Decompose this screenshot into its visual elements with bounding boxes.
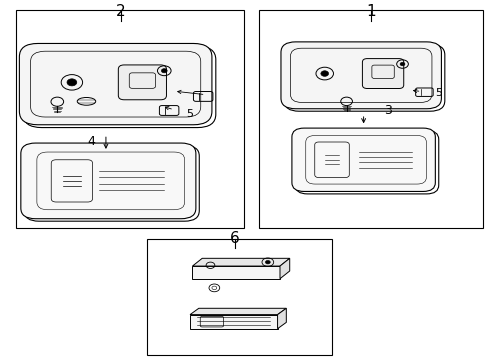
Text: 4: 4: [87, 135, 95, 148]
FancyBboxPatch shape: [21, 143, 196, 219]
Circle shape: [161, 69, 167, 73]
Circle shape: [67, 79, 77, 86]
Text: 5: 5: [186, 109, 193, 119]
Polygon shape: [192, 266, 280, 279]
Polygon shape: [190, 315, 277, 329]
Text: 6: 6: [229, 231, 239, 246]
Polygon shape: [280, 258, 289, 279]
Circle shape: [399, 62, 404, 66]
Bar: [16, 10, 244, 228]
FancyBboxPatch shape: [281, 42, 441, 109]
Polygon shape: [190, 308, 286, 315]
Circle shape: [320, 71, 328, 76]
FancyBboxPatch shape: [291, 128, 434, 192]
Circle shape: [265, 260, 270, 264]
Bar: [259, 10, 482, 228]
Polygon shape: [277, 308, 286, 329]
Text: 3: 3: [383, 104, 391, 117]
Text: 5: 5: [434, 88, 441, 98]
FancyBboxPatch shape: [118, 65, 166, 100]
FancyBboxPatch shape: [362, 59, 403, 89]
Text: 2: 2: [116, 4, 125, 19]
Text: 1: 1: [366, 4, 375, 19]
Bar: [147, 239, 331, 355]
FancyBboxPatch shape: [20, 44, 211, 125]
Polygon shape: [192, 258, 289, 266]
